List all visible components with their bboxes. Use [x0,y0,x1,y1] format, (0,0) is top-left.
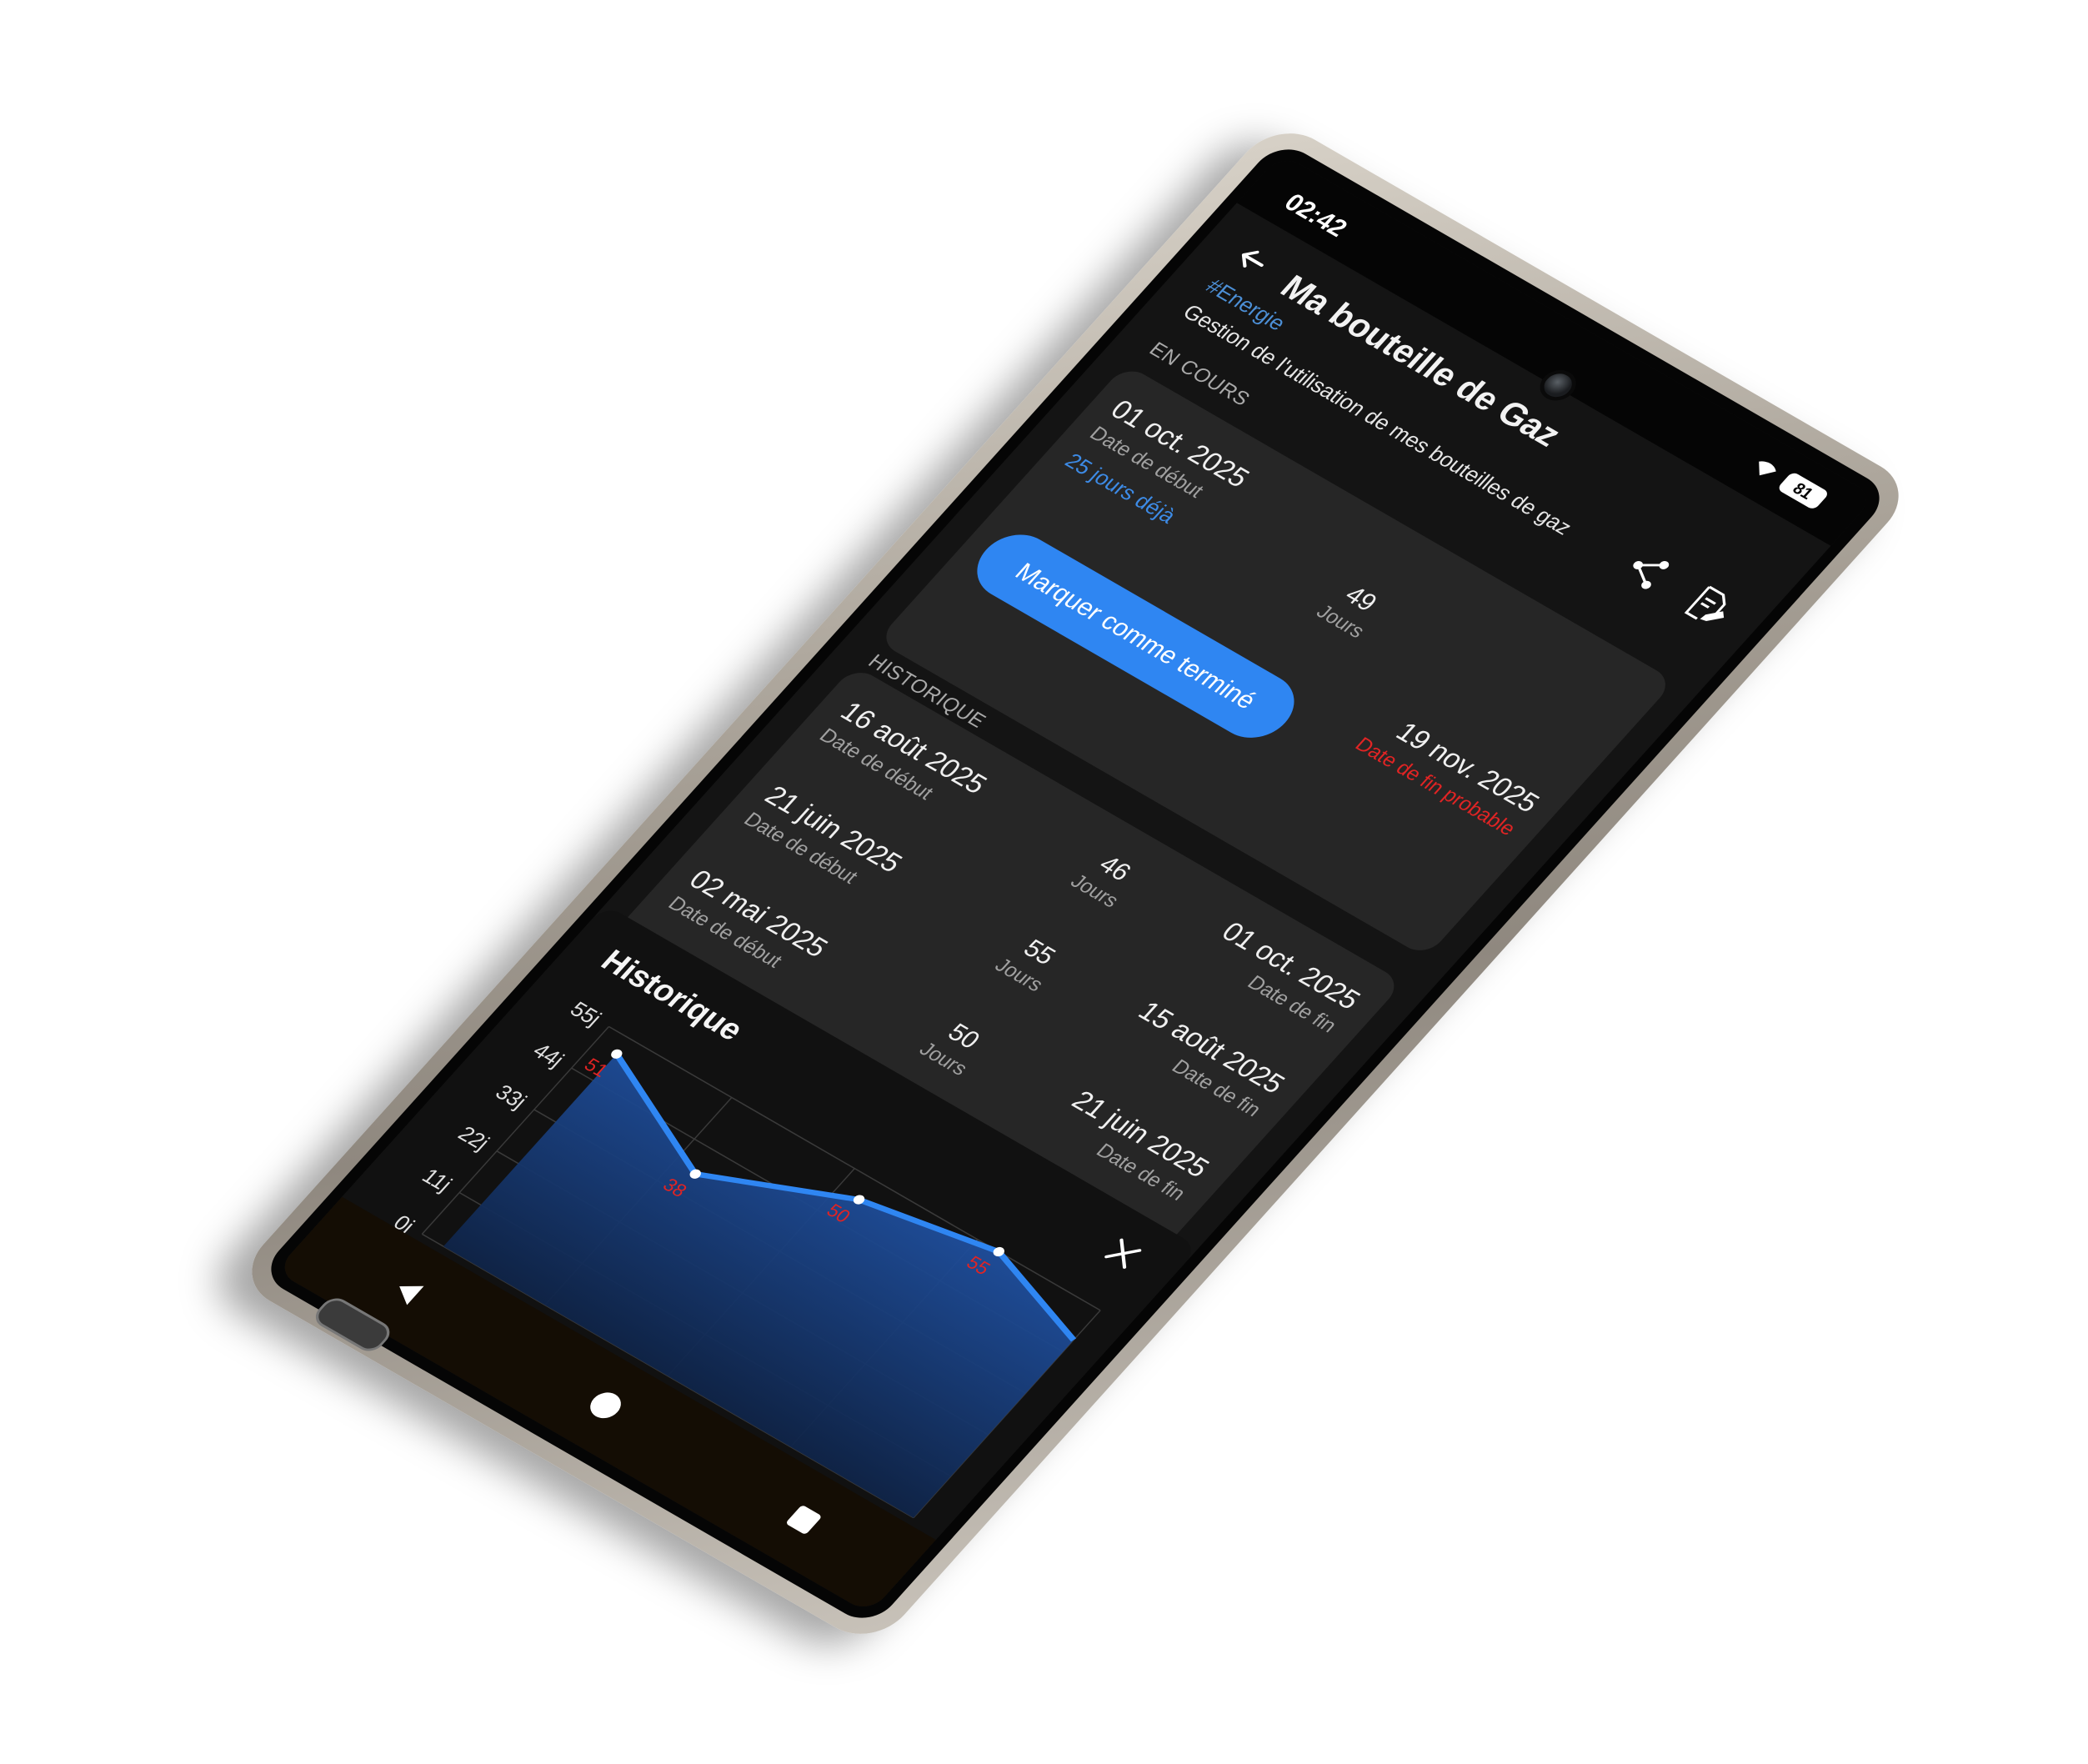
area-fill [443,1054,1074,1518]
navigation-bar [275,1196,936,1614]
status-clock: 02:42 [1278,188,1354,243]
current-start: 01 oct. 2025 Date de début 25 jours déjà [1059,394,1256,544]
y-tick-label: 22j [453,1121,495,1155]
y-tick-label: 55j [565,997,607,1030]
y-tick-label: 44j [528,1039,569,1072]
current-end: 19 nov. 2025 Date de fin probable [1350,705,1545,840]
data-point [689,1169,701,1179]
nav-back-icon[interactable] [381,1270,433,1313]
arrow-left-icon[interactable] [1223,236,1281,284]
toolbar-actions [1615,544,1742,634]
share-icon[interactable] [1615,544,1681,598]
data-point [611,1049,623,1059]
close-icon[interactable] [1097,1232,1149,1275]
nav-home-icon[interactable] [579,1384,632,1427]
battery-indicator: 81 [1776,471,1830,511]
current-duration: 49 Jours [1289,564,1413,655]
y-tick-label: 33j [490,1080,532,1113]
phone-device: 02:42 81 Ma bouteille de Gaz [232,118,1919,1650]
mark-finished-button[interactable]: Marquer comme terminé [961,522,1310,750]
status-icons: 81 [1746,454,1830,511]
data-point [853,1195,865,1205]
grid-line [421,1026,610,1235]
nav-recents-icon[interactable] [777,1498,829,1541]
status-bar: 02:42 81 [1236,153,1875,546]
y-tick-label: 11j [417,1164,457,1196]
phone-screen: 02:42 81 Ma bouteille de Gaz [275,153,1875,1614]
app-bar: Ma bouteille de Gaz [1184,208,1826,605]
wifi-icon [1759,461,1776,476]
edit-note-icon[interactable] [1675,579,1742,633]
data-point [993,1246,1004,1257]
